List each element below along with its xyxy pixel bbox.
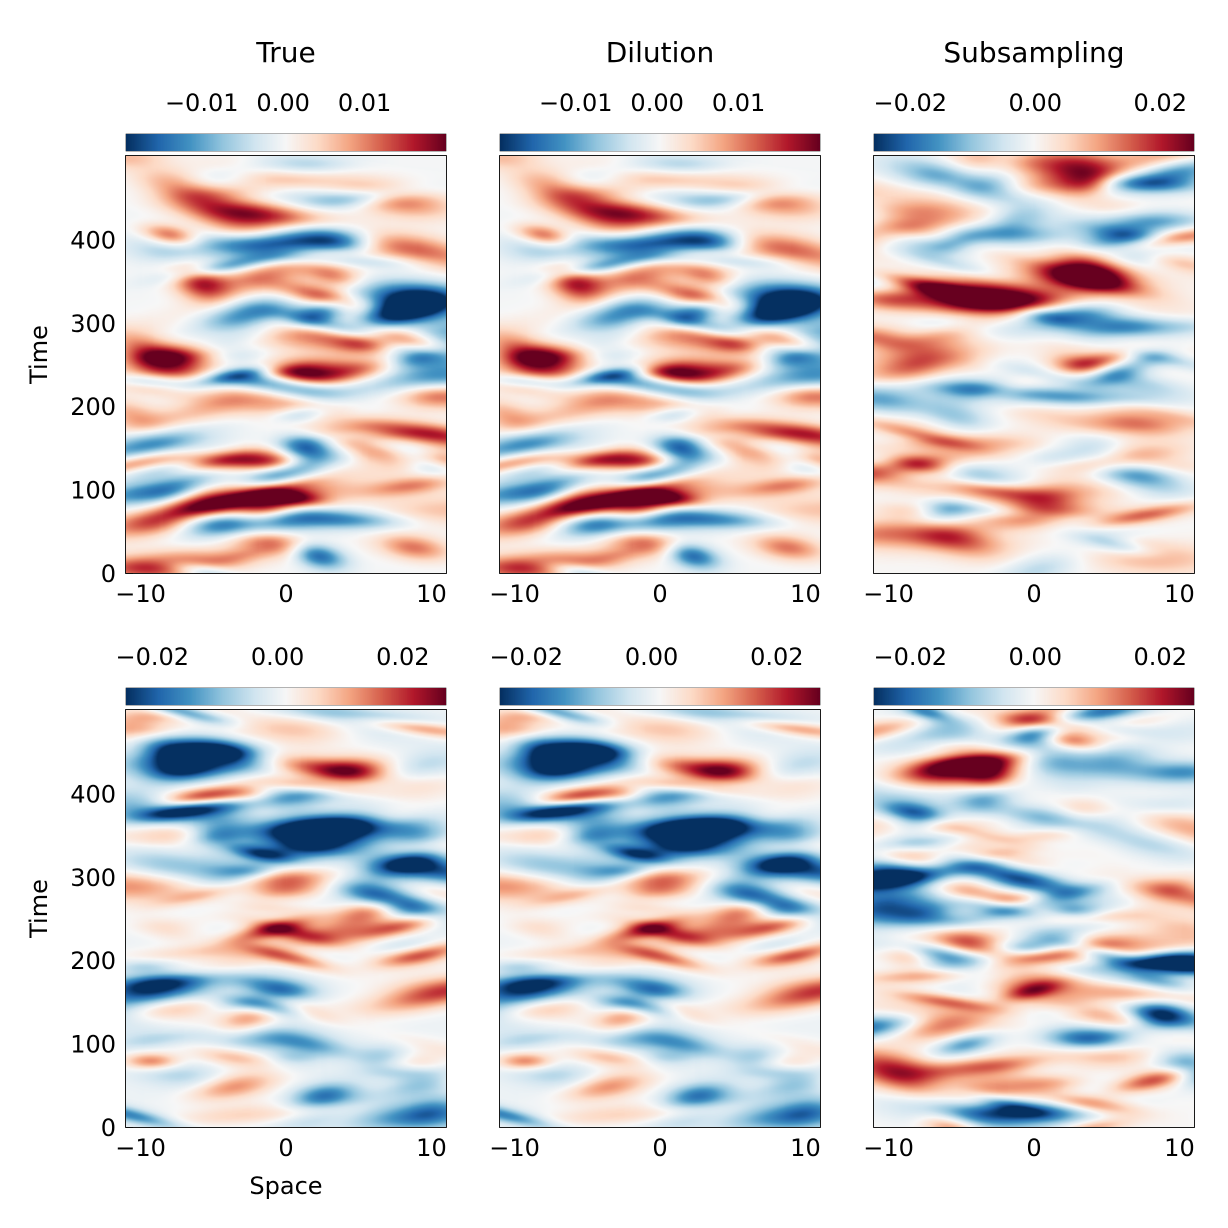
heatmap-image xyxy=(500,156,820,573)
x-tick-label: 10 xyxy=(790,580,821,608)
colorbar-tick-label: −0.01 xyxy=(539,89,613,117)
colorbar xyxy=(500,134,820,151)
x-tick-label: 10 xyxy=(1164,580,1195,608)
x-tick-label: −10 xyxy=(489,1134,540,1162)
colorbar-tick-label: 0.01 xyxy=(338,89,391,117)
x-tick-label: 0 xyxy=(1026,1134,1041,1162)
panel-title: True xyxy=(255,36,315,69)
y-axis-label: Time xyxy=(25,879,53,939)
colorbar xyxy=(874,688,1194,705)
x-axis-label: Space xyxy=(249,1172,322,1200)
x-tick-label: 10 xyxy=(416,580,447,608)
y-tick-label: 300 xyxy=(70,864,116,892)
colorbar xyxy=(500,688,820,705)
y-tick-label: 100 xyxy=(70,1031,116,1059)
y-tick-label: 300 xyxy=(70,310,116,338)
x-tick-label: 0 xyxy=(278,580,293,608)
colorbar-tick-label: 0.02 xyxy=(750,643,803,671)
x-tick-label: −10 xyxy=(489,580,540,608)
colorbar xyxy=(874,134,1194,151)
x-tick-label: 10 xyxy=(790,1134,821,1162)
heatmap-image xyxy=(126,710,446,1127)
x-tick-label: −10 xyxy=(863,1134,914,1162)
x-tick-label: 0 xyxy=(652,580,667,608)
x-tick-label: −10 xyxy=(115,1134,166,1162)
y-tick-label: 0 xyxy=(101,1114,116,1142)
heatmap-image xyxy=(126,156,446,573)
panel-title: Subsampling xyxy=(943,36,1124,69)
x-tick-label: −10 xyxy=(863,580,914,608)
heatmap-image xyxy=(874,710,1194,1127)
y-tick-label: 400 xyxy=(70,780,116,808)
colorbar-tick-label: 0.00 xyxy=(1009,643,1062,671)
x-tick-label: 10 xyxy=(1164,1134,1195,1162)
colorbar xyxy=(126,134,446,151)
colorbar-tick-label: 0.02 xyxy=(1134,89,1187,117)
colorbar-tick-label: 0.01 xyxy=(712,89,765,117)
colorbar xyxy=(126,688,446,705)
colorbar-tick-label: 0.00 xyxy=(251,643,304,671)
y-tick-label: 100 xyxy=(70,477,116,505)
y-tick-label: 400 xyxy=(70,226,116,254)
colorbar-tick-label: 0.02 xyxy=(376,643,429,671)
x-tick-label: −10 xyxy=(115,580,166,608)
y-tick-label: 0 xyxy=(101,560,116,588)
colorbar-tick-label: 0.00 xyxy=(256,89,309,117)
colorbar-tick-label: −0.02 xyxy=(873,643,947,671)
x-tick-label: 0 xyxy=(1026,580,1041,608)
y-axis-label: Time xyxy=(25,325,53,385)
y-tick-label: 200 xyxy=(70,393,116,421)
y-tick-label: 200 xyxy=(70,947,116,975)
colorbar-tick-label: 0.00 xyxy=(1009,89,1062,117)
colorbar-tick-label: −0.02 xyxy=(490,643,564,671)
colorbar-tick-label: −0.01 xyxy=(165,89,239,117)
heatmap-image xyxy=(874,156,1194,573)
x-tick-label: 0 xyxy=(278,1134,293,1162)
x-tick-label: 10 xyxy=(416,1134,447,1162)
colorbar-tick-label: 0.02 xyxy=(1134,643,1187,671)
colorbar-tick-label: −0.02 xyxy=(873,89,947,117)
heatmap-image xyxy=(500,710,820,1127)
colorbar-tick-label: −0.02 xyxy=(116,643,190,671)
panel-title: Dilution xyxy=(606,36,715,69)
colorbar-tick-label: 0.00 xyxy=(625,643,678,671)
colorbar-tick-label: 0.00 xyxy=(630,89,683,117)
x-tick-label: 0 xyxy=(652,1134,667,1162)
